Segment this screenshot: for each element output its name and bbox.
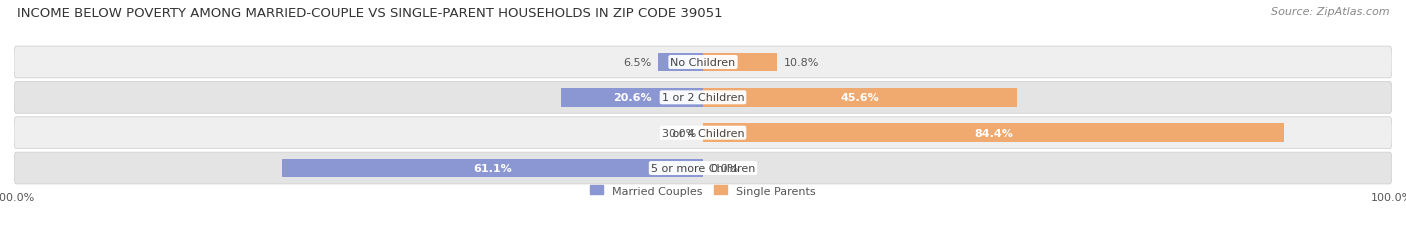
Text: 0.0%: 0.0%	[668, 128, 696, 138]
FancyBboxPatch shape	[14, 82, 1392, 114]
FancyBboxPatch shape	[14, 152, 1392, 184]
Text: INCOME BELOW POVERTY AMONG MARRIED-COUPLE VS SINGLE-PARENT HOUSEHOLDS IN ZIP COD: INCOME BELOW POVERTY AMONG MARRIED-COUPL…	[17, 7, 723, 20]
Bar	[658, 54, 703, 72]
Text: 20.6%: 20.6%	[613, 93, 651, 103]
Legend: Married Couples, Single Parents: Married Couples, Single Parents	[591, 185, 815, 196]
Text: 45.6%: 45.6%	[841, 93, 880, 103]
Text: 61.1%: 61.1%	[474, 163, 512, 173]
Bar	[703, 54, 778, 72]
Bar	[703, 89, 1017, 107]
Text: 0.0%: 0.0%	[710, 163, 738, 173]
FancyBboxPatch shape	[14, 47, 1392, 79]
Text: 1 or 2 Children: 1 or 2 Children	[662, 93, 744, 103]
Text: Source: ZipAtlas.com: Source: ZipAtlas.com	[1271, 7, 1389, 17]
Text: 10.8%: 10.8%	[785, 58, 820, 68]
Text: No Children: No Children	[671, 58, 735, 68]
Bar	[703, 124, 1285, 142]
Bar	[283, 159, 703, 177]
Text: 3 or 4 Children: 3 or 4 Children	[662, 128, 744, 138]
Bar	[561, 89, 703, 107]
FancyBboxPatch shape	[14, 117, 1392, 149]
Text: 84.4%: 84.4%	[974, 128, 1014, 138]
Text: 5 or more Children: 5 or more Children	[651, 163, 755, 173]
Text: 6.5%: 6.5%	[623, 58, 651, 68]
